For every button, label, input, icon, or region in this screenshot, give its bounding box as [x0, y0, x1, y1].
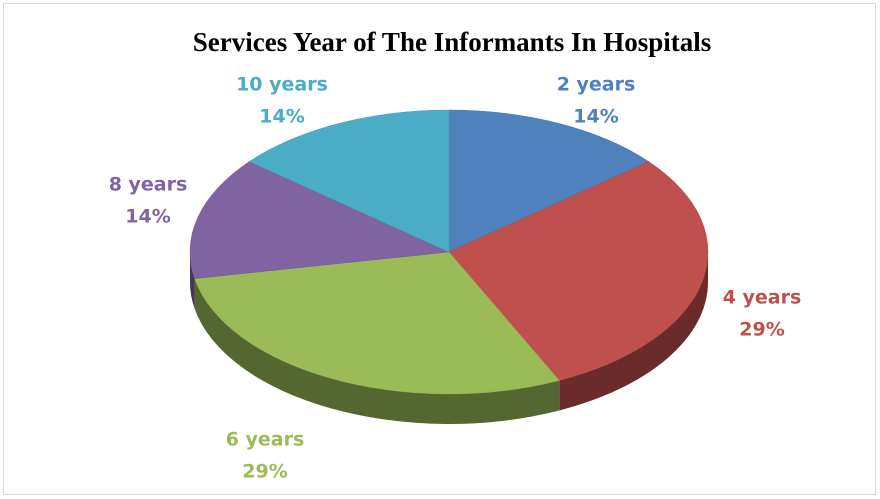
slice-value-label: 14%	[259, 106, 304, 128]
chart-title: Services Year of The Informants In Hospi…	[193, 27, 712, 57]
slice-label: 8 years	[109, 174, 188, 196]
pie-slice	[448, 161, 709, 381]
slice-label: 2 years	[557, 74, 636, 96]
slice-label: 4 years	[723, 287, 802, 309]
pie-slice	[189, 161, 450, 279]
pie-side	[559, 252, 708, 411]
pie-slice	[448, 109, 650, 253]
slice-value-label: 14%	[573, 106, 618, 128]
slice-label: 10 years	[236, 74, 328, 96]
pie-side	[194, 278, 560, 424]
slice-value-label: 29%	[739, 319, 784, 341]
pie-slice	[248, 109, 450, 253]
slice-value-label: 29%	[242, 461, 287, 483]
slice-value-label: 14%	[125, 206, 170, 228]
slice-label: 6 years	[226, 429, 305, 451]
pie-slice	[194, 251, 560, 395]
